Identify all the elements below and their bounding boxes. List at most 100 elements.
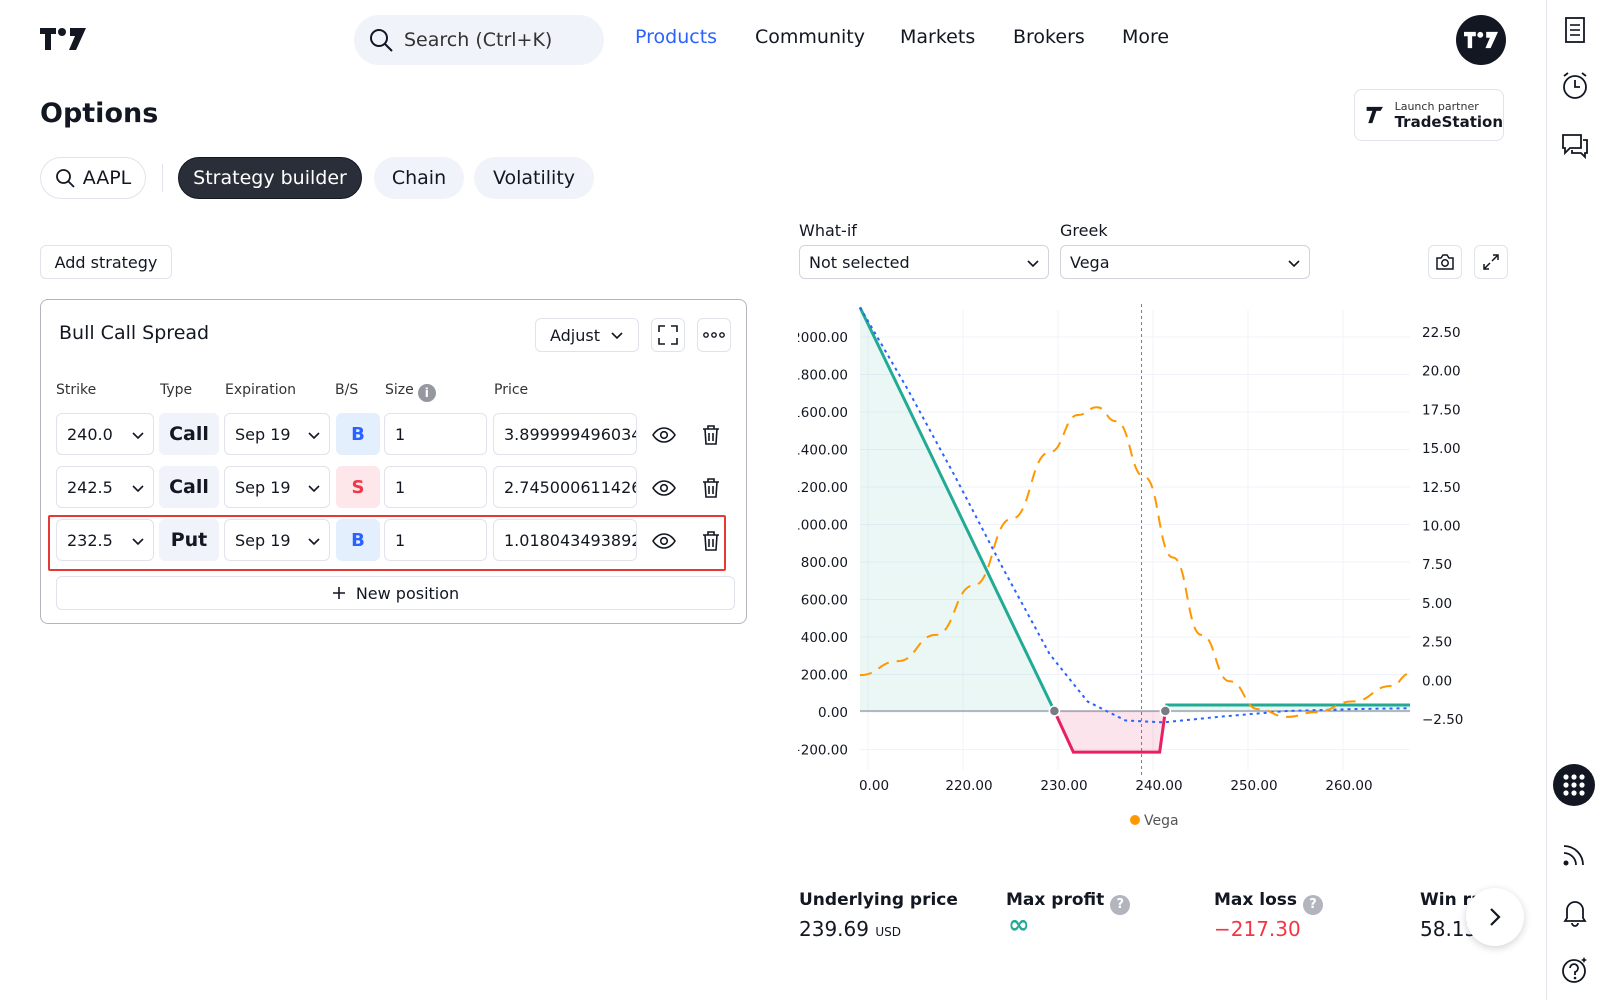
buy-sell-toggle[interactable]: S: [336, 466, 380, 508]
user-avatar[interactable]: [1456, 15, 1506, 65]
new-position-button[interactable]: New position: [56, 576, 735, 610]
watchlist-icon[interactable]: [1559, 14, 1591, 46]
notifications-icon[interactable]: [1559, 896, 1591, 928]
price-input[interactable]: 3.899999496034: [493, 413, 637, 455]
symbol-search-button[interactable]: AAPL: [40, 157, 146, 199]
y-right-tick-label: 12.50: [1422, 480, 1461, 496]
tradestation-logo-icon: [1366, 106, 1383, 124]
size-header-label: Size: [385, 382, 414, 398]
search-placeholder: Search (Ctrl+K): [404, 29, 553, 51]
search-icon: [55, 169, 75, 188]
trash-icon[interactable]: [699, 529, 723, 553]
type-toggle[interactable]: Call: [159, 413, 219, 455]
tab-volatility[interactable]: Volatility: [474, 157, 594, 199]
greek-select[interactable]: Vega: [1060, 245, 1310, 279]
alarm-icon[interactable]: [1559, 70, 1591, 102]
eye-icon[interactable]: [652, 423, 676, 447]
payoff-chart[interactable]: 2000.00 1800.00 1600.00 1400.00 1200.00 1000.…: [798, 300, 1508, 860]
strike-value: 242.5: [67, 477, 113, 497]
strike-value: 232.5: [67, 530, 113, 550]
expand-icon: [658, 325, 678, 345]
type-toggle[interactable]: Call: [159, 466, 219, 508]
tabs-divider: [162, 164, 163, 192]
buy-sell-toggle[interactable]: B: [336, 413, 380, 455]
y-right-tick-label: −2.50: [1422, 712, 1463, 728]
expiration-select[interactable]: Sep 19: [224, 519, 330, 561]
vega-line: [859, 406, 1411, 718]
search-icon: [370, 29, 393, 52]
y-left-tick-label: 1600.00: [798, 405, 848, 421]
chat-icon[interactable]: [1559, 130, 1591, 162]
next-stats-button[interactable]: [1466, 888, 1524, 946]
table-row: 232.5 Put Sep 19 B 1 1.018043493892: [41, 519, 748, 563]
eye-icon[interactable]: [652, 476, 676, 500]
greek-value: Vega: [1070, 252, 1110, 272]
y-left-tick-label: 1400.00: [798, 443, 848, 459]
add-strategy-button[interactable]: Add strategy: [40, 245, 172, 279]
max-profit-label: Max profit?: [1006, 890, 1131, 915]
nav-products[interactable]: Products: [635, 26, 718, 48]
feed-icon[interactable]: [1559, 838, 1591, 870]
apps-button[interactable]: [1553, 764, 1595, 806]
size-input[interactable]: 1: [384, 466, 487, 508]
more-options-button[interactable]: [697, 318, 731, 352]
eye-icon[interactable]: [652, 529, 676, 553]
info-icon[interactable]: i: [417, 384, 436, 402]
strike-select[interactable]: 242.5: [56, 466, 154, 508]
expiration-value: Sep 19: [235, 424, 291, 444]
help-icon[interactable]: ?: [1303, 894, 1324, 915]
strike-value: 240.0: [67, 424, 113, 444]
underlying-price-value: 239.69 USD: [799, 917, 901, 941]
help-icon[interactable]: ?: [1110, 894, 1131, 915]
trash-icon[interactable]: [699, 423, 723, 447]
strike-select[interactable]: 240.0: [56, 413, 154, 455]
nav-more[interactable]: More: [1122, 26, 1170, 48]
tab-strategy-builder[interactable]: Strategy builder: [178, 157, 362, 199]
chevron-down-icon: [611, 332, 623, 340]
chart-fullscreen-button[interactable]: [1474, 245, 1508, 279]
x-tick-label: 230.00: [1040, 778, 1087, 794]
y-right-tick-label: 5.00: [1422, 596, 1452, 612]
strike-select[interactable]: 232.5: [56, 519, 154, 561]
help-icon[interactable]: [1559, 954, 1591, 986]
type-toggle[interactable]: Put: [159, 519, 219, 561]
trash-icon[interactable]: [699, 476, 723, 500]
max-loss-text: Max loss: [1214, 890, 1298, 910]
price-input[interactable]: 2.745000611426: [493, 466, 637, 508]
column-header-bs: B/S: [335, 382, 359, 398]
adjust-label: Adjust: [549, 325, 600, 345]
size-input[interactable]: 1: [384, 519, 487, 561]
partner-name: TradeStation: [1394, 113, 1503, 131]
search-input[interactable]: Search (Ctrl+K): [354, 15, 604, 65]
screenshot-button[interactable]: [1428, 245, 1462, 279]
y-right-tick-label: 2.50: [1422, 635, 1452, 651]
underlying-price-number: 239.69: [799, 917, 869, 941]
buy-sell-toggle[interactable]: B: [336, 519, 380, 561]
whatif-select[interactable]: Not selected: [799, 245, 1049, 279]
column-header-strike: Strike: [56, 382, 97, 398]
avatar-logo-icon: [1464, 31, 1498, 49]
x-tick-label: 250.00: [1230, 778, 1277, 794]
size-input[interactable]: 1: [384, 413, 487, 455]
y-right-tick-label: 17.50: [1422, 402, 1461, 418]
symbol-label: AAPL: [82, 167, 132, 189]
nav-markets[interactable]: Markets: [900, 26, 976, 48]
tradingview-logo[interactable]: [40, 26, 86, 52]
max-profit-value: ∞: [1008, 910, 1030, 940]
price-input[interactable]: 1.018043493892: [493, 519, 637, 561]
adjust-dropdown[interactable]: Adjust: [535, 318, 639, 352]
y-left-tick-label: 1800.00: [798, 368, 848, 384]
expiration-value: Sep 19: [235, 477, 291, 497]
launch-partner-badge[interactable]: Launch partner TradeStation: [1354, 89, 1504, 141]
max-loss-label: Max loss?: [1214, 890, 1324, 915]
nav-brokers[interactable]: Brokers: [1013, 26, 1085, 48]
tab-chain[interactable]: Chain: [374, 157, 464, 199]
expiration-select[interactable]: Sep 19: [224, 466, 330, 508]
y-left-tick-label: 800.00: [801, 555, 848, 571]
nav-community[interactable]: Community: [755, 26, 865, 48]
breakeven-point: [1048, 705, 1061, 717]
fullscreen-button[interactable]: [651, 318, 685, 352]
strategy-title: Bull Call Spread: [59, 322, 210, 344]
strategy-card: Bull Call Spread Adjust Strike Type Expi…: [40, 299, 747, 624]
expiration-select[interactable]: Sep 19: [224, 413, 330, 455]
